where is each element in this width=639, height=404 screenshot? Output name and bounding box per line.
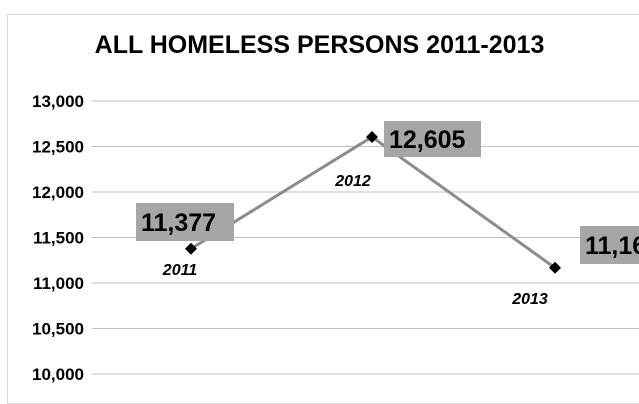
data-label-text: 12,605 [389,126,466,154]
data-label: 11,377 [136,203,234,241]
category-labels: 2011 2012 2013 [162,173,548,308]
data-label-box [136,203,234,241]
data-point-marker [549,261,561,274]
data-point-marker [366,130,378,143]
data-label: 11,167 [580,226,639,264]
series-line [190,135,556,270]
category-label: 2011 [162,262,198,279]
y-tick-label: 10,500 [32,320,84,339]
data-label-box [384,121,481,157]
data-markers [185,130,561,274]
data-label-text: 11,377 [141,209,216,237]
y-tick-label: 12,500 [32,138,84,157]
data-point-marker [185,242,197,255]
y-tick-label: 11,000 [33,274,84,293]
category-label: 2012 [334,173,371,190]
y-tick-label: 12,000 [32,183,84,202]
data-labels: 11,377 12,605 11,167 [136,121,639,264]
data-label: 12,605 [384,121,481,157]
data-label-text: 11,167 [585,232,639,260]
y-axis-tick-labels: 10,000 10,500 11,000 11,500 12,000 12,500 13,0… [32,92,84,384]
y-tick-label: 11,500 [33,229,84,248]
y-tick-label: 10,000 [32,365,84,384]
series-line-path [190,135,556,270]
chart-title: ALL HOMELESS PERSONS 2011-2013 [94,31,545,59]
y-tick-label: 13,000 [32,92,84,111]
gridlines [92,100,639,375]
line-chart: 10,000 10,500 11,000 11,500 12,000 12,500 13,0… [32,92,639,384]
data-label-box [580,226,639,264]
category-label: 2013 [511,291,548,308]
